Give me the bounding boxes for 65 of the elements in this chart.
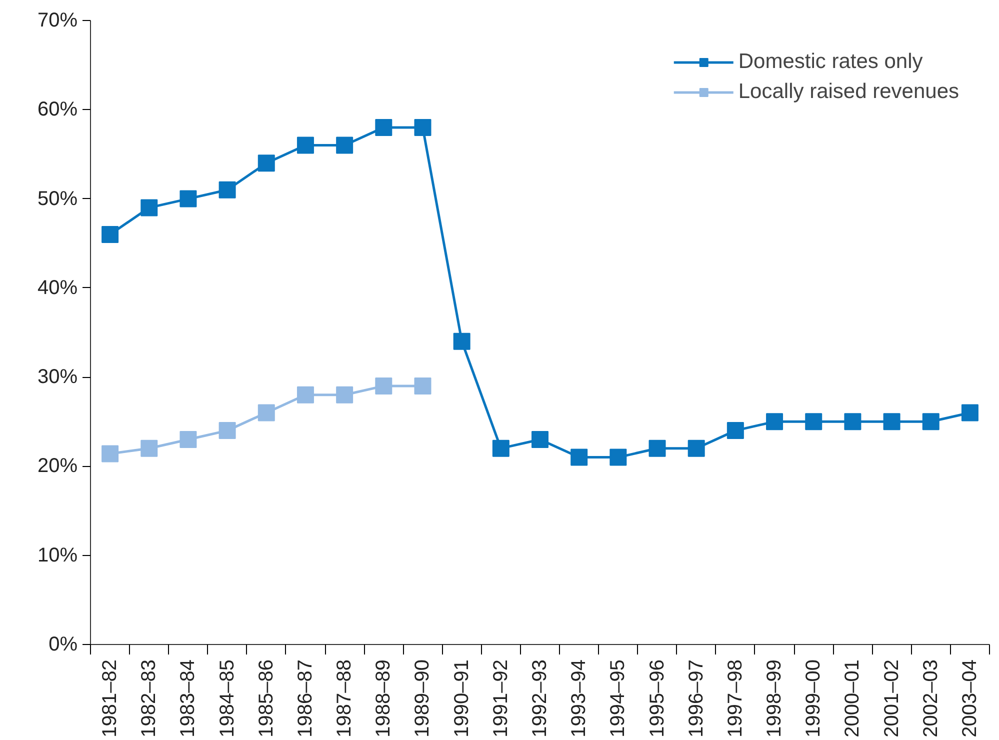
point [218,181,236,198]
point [102,445,119,462]
point [180,190,197,208]
x-tick-label: 1998–99 [764,659,786,738]
point [140,440,158,457]
point [844,413,862,430]
x-tick-label: 1988–89 [372,659,395,738]
point [140,199,158,216]
y-tick-label: 50% [37,188,78,210]
point [336,386,354,404]
x-tick-label: 1992–93 [529,659,551,738]
point [453,332,470,350]
point [492,440,510,457]
point [610,448,627,466]
x-tick-label: 1997–98 [724,659,746,738]
legend-label: Locally raised revenues [738,80,959,104]
point [648,440,666,457]
y-tick-label: 30% [37,366,78,388]
point [766,413,784,430]
y-tick-label: 70% [37,10,78,32]
x-tick-label: 1994–95 [607,659,630,738]
x-tick-label: 1983–84 [177,659,200,738]
x-tick-label: 1999–00 [802,659,825,738]
point [961,404,978,422]
point [296,136,314,154]
x-tick-label: 1986–87 [294,659,316,738]
point [414,377,432,394]
point [375,377,392,394]
x-tick-label: 1985–86 [255,659,278,738]
point [688,440,705,457]
point [805,413,822,430]
point [296,386,314,404]
x-tick-label: 1991–92 [490,659,512,738]
point [180,430,197,448]
y-tick-label: 10% [37,544,78,566]
x-tick-label: 1996–97 [685,659,708,738]
point [336,136,354,154]
y-tick-label: 40% [37,276,78,299]
x-tick-label: 1982–83 [138,659,160,738]
y-tick-label: 60% [37,98,78,121]
x-tick-label: 1987–88 [334,659,356,738]
x-tick-label: 1990–91 [450,659,473,738]
x-tick-label: 2000–01 [842,659,864,738]
x-tick-label: 2002–03 [920,659,942,738]
x-tick-label: 2001–02 [880,659,903,738]
legend-label: Domestic rates only [738,50,923,74]
x-tick-label: 2003–04 [958,659,981,738]
y-tick-label: 0% [48,634,78,656]
point [570,448,588,466]
point [218,422,236,440]
x-tick-label: 1993–94 [568,659,590,738]
x-tick-label: 1995–96 [646,659,668,738]
x-tick-label: 1981–82 [99,659,122,738]
y-tick-label: 20% [37,455,78,478]
point [102,226,119,243]
point [258,154,275,172]
x-tick-label: 1984–85 [216,659,238,738]
point [375,118,392,136]
point [258,404,275,422]
point [883,413,900,430]
point [922,413,940,430]
x-tick-label: 1989–90 [412,659,434,738]
point [532,430,548,448]
point [414,118,432,136]
point [726,422,744,440]
